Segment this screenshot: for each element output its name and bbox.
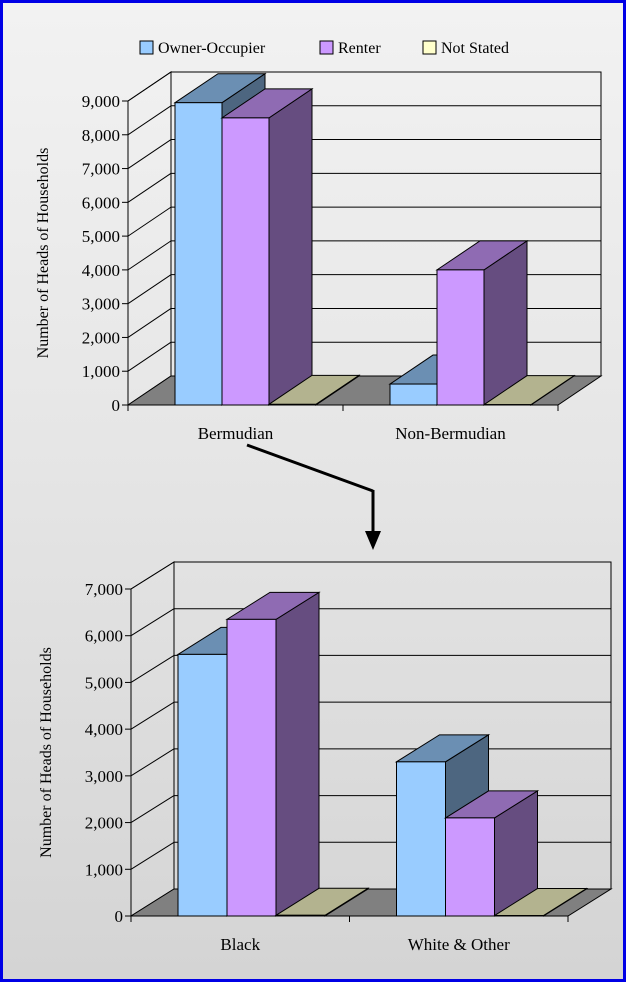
legend-swatch-owner-occupier [139,40,154,55]
gridline-side [130,701,175,730]
y-tick-label: 1,000 [82,362,120,381]
y-tick-label: 7,000 [82,160,120,179]
flow-arrow-head [365,531,381,550]
y-tick-label: 6,000 [82,193,120,212]
bar-black-owner-occupier [177,653,228,917]
chart-race: 0 1,000 2,000 3,000 4,000 5,000 6,000 7,000 Numb… [38,561,613,954]
bar-bermudian-owner-occupier [174,102,223,406]
gridline-side [127,240,172,271]
gridline-side [127,105,172,136]
gridline-side [127,274,172,305]
gridline-side [127,206,172,237]
legend-label-owner-occupier: Owner-Occupier [158,40,266,57]
gridline-side [127,341,172,372]
chart-canvas: Owner-Occupier Renter Not Stated 0 1,000 2,0… [35,40,613,954]
legend: Owner-Occupier Renter Not Stated [139,40,509,57]
bar-bermudian-renter [221,117,270,406]
gridline-side [127,139,172,169]
y-tick-label: 4,000 [82,261,120,280]
bar-black-not-stated [275,914,326,917]
y-tick-label: 2,000 [82,328,120,347]
y-tick-label: 2,000 [85,814,123,833]
bar-black-renter [226,618,277,917]
bar-non-bermudian-renter [436,269,485,406]
gridline-side [130,841,175,870]
bar-black-renter-side [275,591,320,917]
gridline-side [127,172,172,203]
y-tick-label: 9,000 [82,92,120,111]
y-tick-label: 7,000 [85,580,123,599]
x-tick-label-non-bermudian: Non-Bermudian [395,424,506,443]
gridline-side [130,561,175,590]
gridline-side [130,748,175,777]
legend-label-renter: Renter [338,40,381,57]
y-axis-title: Number of Heads of Households [38,647,55,858]
bar-white-other-owner-occupier [396,761,446,917]
y-tick-label: 8,000 [82,126,120,145]
y-tick-label: 5,000 [82,227,120,246]
x-tick-label-black: Black [220,935,260,954]
side-wall [130,561,175,917]
bar-bermudian-renter-side [268,87,313,406]
y-tick-label: 0 [112,396,121,415]
chart-residency: 0 1,000 2,000 3,000 4,000 5,000 6,000 7,000 8,00… [35,71,603,443]
x-tick-label-bermudian: Bermudian [198,424,274,443]
bar-white-other-renter [445,817,495,917]
gridline-side [127,308,172,338]
flow-arrow-line-1 [246,443,374,493]
gridline-side [130,655,175,683]
gridline-side [130,608,175,637]
gridline-side [127,71,172,102]
y-tick-label: 1,000 [85,860,123,879]
legend-label-not-stated: Not Stated [441,40,509,57]
x-tick-label-white-other: White & Other [408,935,510,954]
y-tick-label: 4,000 [85,720,123,739]
y-tick-label: 6,000 [85,627,123,646]
legend-swatch-not-stated [422,40,437,55]
y-tick-label: 5,000 [85,673,123,692]
flow-arrow [246,443,381,550]
gridline-side [130,795,175,823]
bar-non-bermudian-owner-occupier [389,383,438,406]
bar-bermudian-not-stated [268,403,317,406]
legend-swatch-renter [319,40,334,55]
y-axis-title: Number of Heads of Households [35,148,52,359]
y-tick-label: 3,000 [85,767,123,786]
side-wall [127,71,172,406]
y-tick-label: 3,000 [82,295,120,314]
y-tick-label: 0 [115,907,124,926]
